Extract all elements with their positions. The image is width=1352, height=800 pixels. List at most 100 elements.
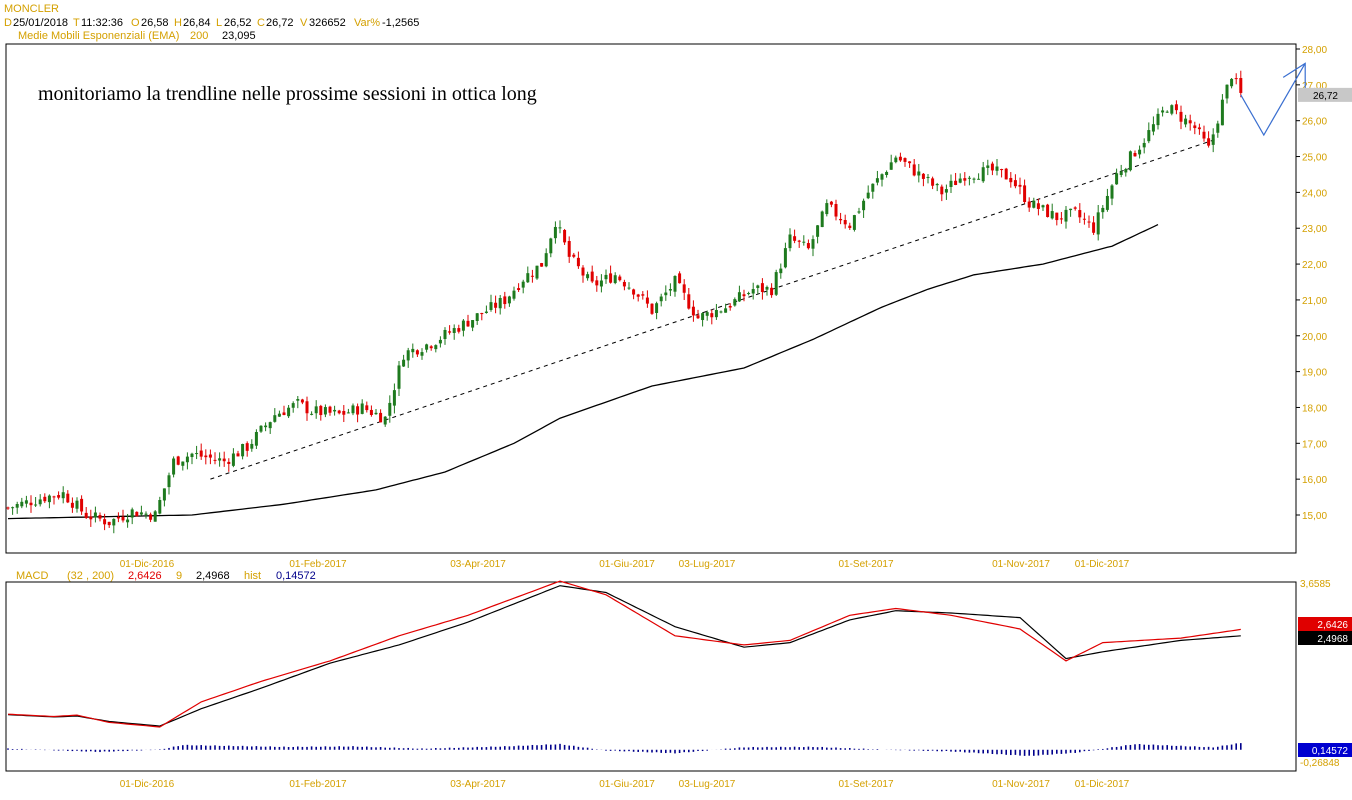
candle-body <box>43 496 47 502</box>
volume-label: V <box>300 17 308 29</box>
candle-body <box>986 165 990 168</box>
price-x-tick-label: 03-Apr-2017 <box>450 559 506 570</box>
candle-body <box>1188 120 1192 124</box>
candle-body <box>963 178 967 181</box>
candle-body <box>365 405 369 411</box>
candle-body <box>613 275 617 284</box>
macd-x-tick-label: 01-Dic-2016 <box>120 779 175 790</box>
candle-body <box>314 406 318 414</box>
macd-value-box <box>1298 617 1352 631</box>
candle-body <box>1013 180 1017 187</box>
price-y-tick-label: 15,00 <box>1302 511 1327 522</box>
candle-body <box>98 515 102 519</box>
candle-body <box>655 303 659 314</box>
price-y-tick-label: 25,00 <box>1302 153 1327 164</box>
price-x-tick-label: 01-Nov-2017 <box>992 559 1050 570</box>
candle-body <box>935 184 939 186</box>
candle-body <box>374 412 378 415</box>
candle-body <box>843 220 847 225</box>
macd-value-text: 2,6426 <box>1317 620 1348 631</box>
candle-body <box>742 294 746 297</box>
candle-body <box>673 275 677 292</box>
projection-path <box>1240 62 1306 137</box>
candle-body <box>1078 210 1082 218</box>
candle-body <box>130 509 134 518</box>
candle-body <box>259 425 263 432</box>
high-value: 26,84 <box>183 17 211 29</box>
candle-body <box>139 512 143 515</box>
candle-body <box>218 458 222 461</box>
trendline-path <box>210 138 1218 480</box>
candle-body <box>829 201 833 205</box>
candle-body <box>369 409 373 415</box>
macd-value-box <box>1298 631 1352 645</box>
candle-body <box>1032 200 1036 208</box>
candle-body <box>733 299 737 306</box>
price-y-tick-label: 22,00 <box>1302 260 1327 271</box>
macd-signal-period: 9 <box>176 570 182 582</box>
macd-x-tick-label: 01-Set-2017 <box>838 779 893 790</box>
ema-line <box>7 224 1159 520</box>
candle-body <box>793 236 797 241</box>
candle-body <box>949 180 953 187</box>
candle-body <box>296 399 300 401</box>
price-panel-frame <box>5 43 1297 554</box>
candle-body <box>668 289 672 291</box>
candle-body <box>282 412 286 416</box>
candle-body <box>1105 195 1109 210</box>
candle-body <box>438 339 442 344</box>
candle-body <box>208 454 212 458</box>
candle-body <box>1197 127 1201 130</box>
candle-body <box>167 475 171 488</box>
candle-body <box>429 346 433 349</box>
candle-body <box>434 345 438 350</box>
candle-body <box>291 403 295 408</box>
low-label: L <box>216 17 222 29</box>
candle-body <box>231 453 235 466</box>
candle-body <box>622 281 626 287</box>
candle-body <box>958 178 962 183</box>
candle-body <box>75 500 79 509</box>
candle-body <box>839 218 843 221</box>
price-x-tick-label: 01-Dic-2017 <box>1075 559 1130 570</box>
candle-body <box>806 243 810 249</box>
candle-body <box>236 453 240 457</box>
candle-body <box>466 320 470 327</box>
candle-body <box>250 443 254 449</box>
candle-body <box>1156 113 1160 126</box>
candle-body <box>425 344 429 350</box>
candle-body <box>714 309 718 318</box>
candle-body <box>420 352 424 356</box>
symbol-title: MONCLER <box>4 3 59 15</box>
candle-body <box>756 285 760 289</box>
candle-body <box>149 514 153 520</box>
candle-body <box>443 329 447 339</box>
candle-body <box>1009 177 1013 183</box>
candle-body <box>190 453 194 458</box>
candle-body <box>1000 169 1004 171</box>
candle-body <box>1041 205 1045 208</box>
candle-body <box>116 516 120 519</box>
candle-body <box>162 488 166 501</box>
candle-body <box>1211 134 1215 145</box>
candle-body <box>273 415 277 422</box>
candle-body <box>1174 104 1178 111</box>
candle-body <box>172 458 176 475</box>
price-y-tick-label: 23,00 <box>1302 224 1327 235</box>
candle-body <box>310 413 314 415</box>
candle-body <box>954 180 958 186</box>
candle-body <box>682 284 686 293</box>
annotation-text: monitoriamo la trendline nelle prossime … <box>38 83 537 105</box>
candle-body <box>898 156 902 161</box>
ema-path <box>7 224 1159 520</box>
candle-body <box>360 403 364 414</box>
candle-body <box>503 296 507 305</box>
candle-body <box>687 294 691 309</box>
candle-body <box>590 271 594 282</box>
candle-body <box>498 298 502 309</box>
low-value: 26,52 <box>224 17 252 29</box>
candle-body <box>475 313 479 321</box>
ema-value: 23,095 <box>222 30 256 42</box>
candle-body <box>604 274 608 280</box>
macd-y-tick-label: 3,6585 <box>1300 579 1331 590</box>
